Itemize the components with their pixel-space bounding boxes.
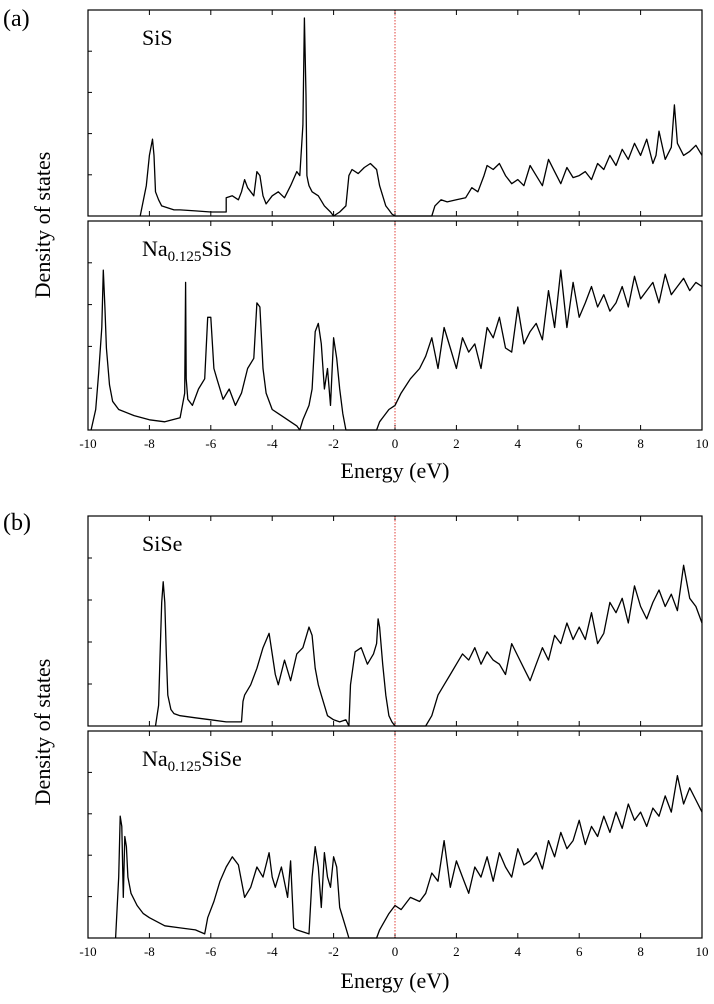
panel-label-base: SiSe (142, 531, 182, 556)
x-tick-label: -2 (328, 436, 339, 451)
panel-label-base: Na (142, 236, 168, 261)
x-tick-label: 10 (696, 436, 709, 451)
x-tick-label: 10 (696, 944, 709, 959)
x-axis-label: Energy (eV) (341, 458, 450, 483)
dos-curve (154, 564, 703, 727)
panel-label-tail: SiSe (201, 746, 241, 771)
dos-panel-na0125sis: Na0.125SiS (87, 220, 703, 431)
panel-label: SiSe (142, 531, 182, 556)
dos-panel-na0125sise: Na0.125SiSe (87, 730, 703, 939)
x-tick-label: -4 (267, 944, 278, 959)
panel-label-tail: SiS (201, 236, 232, 261)
panel-label: Na0.125SiS (142, 236, 232, 265)
panel-label-subscript: 0.125 (168, 249, 202, 265)
dos-curve (139, 17, 703, 217)
x-tick-label: 2 (453, 944, 460, 959)
x-tick-label: 8 (637, 436, 644, 451)
x-tick-label: 6 (576, 436, 583, 451)
panel-label-base: SiS (142, 25, 173, 50)
dos-curve (90, 269, 703, 431)
x-tick-label: -2 (328, 944, 339, 959)
x-tick-label: 4 (515, 944, 522, 959)
panel-label-base: Na (142, 746, 168, 771)
y-axis-label: Density of states (30, 659, 55, 806)
y-axis-label: Density of states (30, 152, 55, 299)
panel-label: Na0.125SiSe (142, 746, 242, 775)
x-tick-label: -10 (79, 436, 96, 451)
x-tick-label: 0 (392, 944, 399, 959)
x-tick-label: 6 (576, 944, 583, 959)
dos-panel-sis: SiS (87, 9, 703, 217)
panel-label: SiS (142, 25, 173, 50)
x-tick-label: -8 (144, 436, 155, 451)
dos-curve (114, 774, 703, 939)
dos-panel-sise: SiSe (87, 515, 703, 727)
figure-label: (a) (3, 6, 30, 32)
x-tick-label: -10 (79, 944, 96, 959)
panel-label-subscript: 0.125 (168, 759, 202, 775)
figure-label: (b) (3, 510, 31, 536)
x-axis-label: Energy (eV) (341, 968, 450, 993)
x-tick-label: 8 (637, 944, 644, 959)
x-tick-label: 0 (392, 436, 399, 451)
x-tick-label: -8 (144, 944, 155, 959)
x-tick-label: 4 (515, 436, 522, 451)
x-tick-label: -6 (205, 944, 216, 959)
x-tick-label: -6 (205, 436, 216, 451)
x-tick-label: -4 (267, 436, 278, 451)
x-tick-label: 2 (453, 436, 460, 451)
